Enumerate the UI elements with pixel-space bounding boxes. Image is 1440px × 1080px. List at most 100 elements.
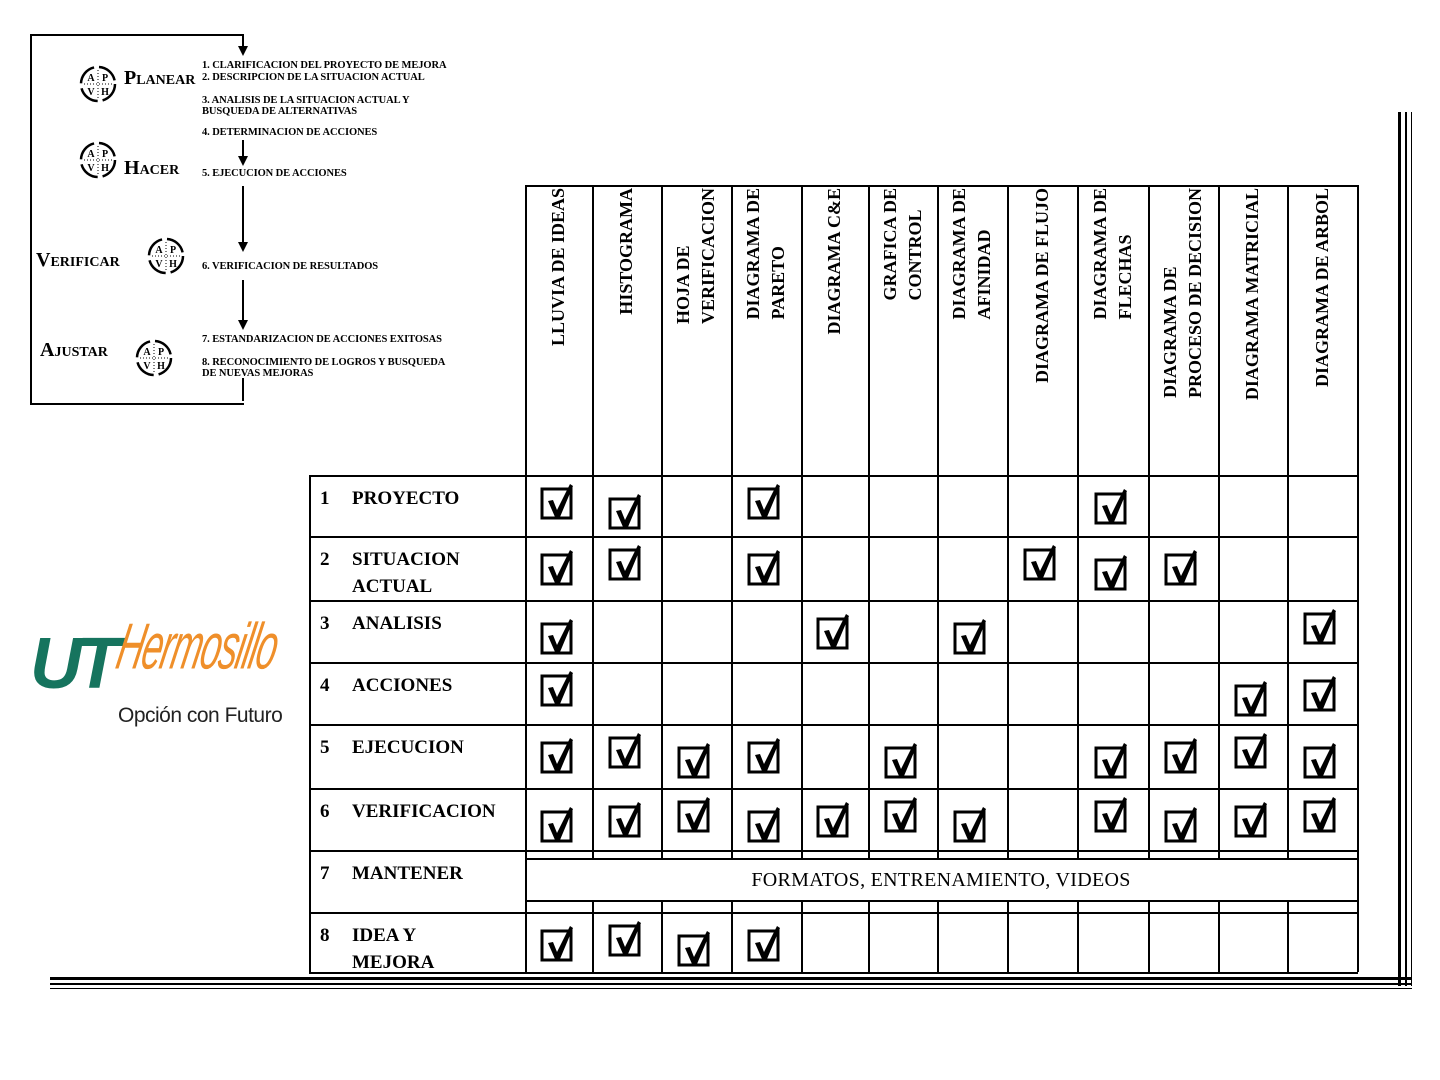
column-header-label: GRAFICA DE CONTROL <box>879 188 925 301</box>
grid-vline <box>1148 185 1150 972</box>
arrow-down-icon <box>238 46 248 56</box>
column-header: DIAGRAMA DE AFINIDAD <box>937 188 1007 446</box>
pdca-step: 2. DESCRIPCION DE LA SITUACION ACTUAL <box>202 72 425 83</box>
row-number: 2 <box>320 549 330 570</box>
grid-hline <box>309 850 1358 852</box>
svg-text:V: V <box>87 163 95 174</box>
flow-line <box>242 36 244 50</box>
checkmark-icon <box>1163 547 1201 587</box>
grid-vline <box>937 185 939 972</box>
row-number: 4 <box>320 675 330 696</box>
column-header-label: DIAGRAMA DE AFINIDAD <box>949 188 994 320</box>
frame-bottom-line <box>50 983 1412 985</box>
row-name: EJECUCION <box>352 737 464 758</box>
checkmark-icon <box>676 740 714 780</box>
checkmark-icon <box>676 794 714 834</box>
pdca-step: 6. VERIFICACION DE RESULTADOS <box>202 261 379 272</box>
grid-vline <box>1007 185 1009 972</box>
row-name: MANTENER <box>352 863 463 884</box>
mantener-note: FORMATOS, ENTRENAMIENTO, VIDEOS <box>751 868 1131 891</box>
column-header-label: DIAGRAMA DE PROCESO DE DECISION <box>1160 188 1205 399</box>
grid-hline <box>309 912 1358 914</box>
checkmark-icon <box>607 491 645 531</box>
grid-vline <box>731 185 733 972</box>
pdca-cycle-frame <box>30 34 244 405</box>
grid-hline <box>309 600 1358 602</box>
column-header-label: DIAGRAMA DE ARBOL <box>1311 188 1332 388</box>
flow-line <box>242 378 244 401</box>
checkmark-icon <box>1163 735 1201 775</box>
column-header-label: DIAGRAMA DE PARETO <box>743 188 788 320</box>
header-top-line <box>525 185 1358 187</box>
column-header-label: HOJA DE VERIFICACION <box>673 188 718 325</box>
checkmark-icon <box>1233 678 1271 718</box>
phase-initial: H <box>124 157 140 179</box>
frame-right-line <box>1405 112 1407 986</box>
row-number: 5 <box>320 737 330 758</box>
pdca-phase-label: PLANEAR <box>124 68 195 91</box>
pdca-step: 8. RECONOCIMIENTO DE LOGROS Y BUSQUEDA D… <box>202 357 446 379</box>
column-header: DIAGRAMA DE FLUJO <box>1007 188 1077 446</box>
grid-vline <box>661 185 663 972</box>
pdca-step: 3. ANALISIS DE LA SITUACION ACTUAL Y BUS… <box>202 95 410 117</box>
pdca-step: 7. ESTANDARIZACION DE ACCIONES EXITOSAS <box>202 334 442 345</box>
svg-text:P: P <box>102 73 108 84</box>
checkmark-icon <box>952 804 990 844</box>
row-name: IDEA Y MEJORA <box>352 925 435 973</box>
svg-text:H: H <box>101 163 109 174</box>
checkmark-icon <box>1302 740 1340 780</box>
column-header-label: DIAGRAMA MATRICIAL <box>1242 188 1262 401</box>
checkmark-icon <box>607 918 645 958</box>
grid-vline <box>525 185 527 972</box>
column-header-label: DIAGRAMA C&E <box>824 188 844 335</box>
pdca-step: 5. EJECUCION DE ACCIONES <box>202 168 347 179</box>
phase-rest: ACER <box>139 163 180 178</box>
checkmark-icon <box>607 542 645 582</box>
logo-ut: UT <box>30 624 120 704</box>
grid-hline <box>309 972 1358 974</box>
grid-hline <box>309 536 1358 538</box>
row-number: 6 <box>320 801 330 822</box>
phase-rest: LANEAR <box>136 73 196 88</box>
checkmark-icon <box>1093 552 1131 592</box>
column-header: DIAGRAMA DE PARETO <box>731 188 801 446</box>
checkmark-icon <box>607 730 645 770</box>
phase-rest: JUSTAR <box>54 345 108 360</box>
grid-vline <box>868 185 870 972</box>
frame-right-line <box>1398 112 1401 986</box>
row-number: 7 <box>320 863 330 884</box>
checkmark-icon <box>539 923 577 963</box>
grid-hline <box>309 724 1358 726</box>
grid-vline <box>1077 185 1079 972</box>
mantener-band-bg <box>527 860 1357 900</box>
checkmark-icon <box>539 668 577 708</box>
row-number: 3 <box>320 613 330 634</box>
grid-hline <box>309 662 1358 664</box>
grid-hline <box>525 858 1358 860</box>
checkmark-icon <box>952 616 990 656</box>
column-header: DIAGRAMA C&E <box>801 188 868 446</box>
checkmark-icon <box>539 616 577 656</box>
pdca-phase-label: HACER <box>124 158 179 181</box>
svg-text:V: V <box>155 259 163 270</box>
pdca-phase-label: VERIFICAR <box>36 250 120 273</box>
column-header: HISTOGRAMA <box>592 188 661 446</box>
svg-text:A: A <box>87 149 95 160</box>
grid-vline <box>801 185 803 972</box>
phase-rest: ERIFICAR <box>50 255 120 270</box>
column-header: DIAGRAMA DE ARBOL <box>1287 188 1357 446</box>
grid-vline <box>592 185 594 972</box>
checkmark-icon <box>883 740 921 780</box>
arrow-down-icon <box>238 156 248 166</box>
grid-hline <box>525 900 1358 902</box>
arrow-down-icon <box>238 320 248 330</box>
svg-text:V: V <box>143 361 151 372</box>
phase-initial: V <box>36 249 51 271</box>
arrow-down-icon <box>238 242 248 252</box>
checkmark-icon <box>1163 804 1201 844</box>
phase-initial: A <box>40 339 55 361</box>
checkmark-icon <box>1093 794 1131 834</box>
checkmark-icon <box>1302 794 1340 834</box>
column-header: HOJA DE VERIFICACION <box>661 188 731 446</box>
